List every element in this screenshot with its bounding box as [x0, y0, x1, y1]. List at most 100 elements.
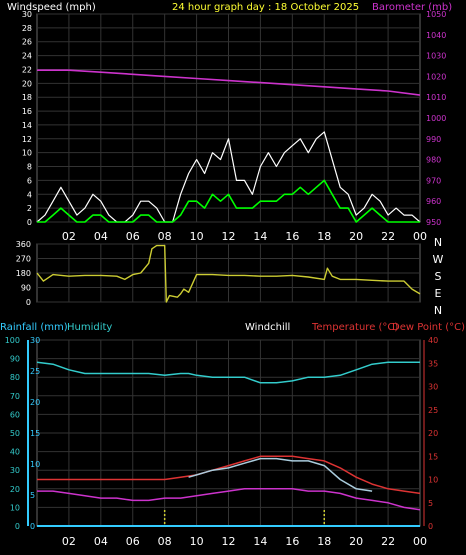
- rainfall-axis-title: Rainfall (mm): [0, 322, 68, 333]
- barometer-tick-label: 950: [426, 218, 441, 227]
- direction-tick-label: 270: [16, 255, 31, 264]
- temperature-tick-label: 35: [428, 359, 438, 368]
- direction-tick-label: 360: [16, 240, 31, 249]
- series-dew-line: [37, 488, 421, 511]
- humidity-tick-label: 20: [10, 485, 20, 494]
- series-chill-line: [188, 457, 373, 492]
- barometer-axis-title: Barometer (mb): [372, 2, 452, 13]
- time-tick-label: 06: [126, 535, 140, 548]
- windspeed-tick-label: 20: [22, 79, 32, 88]
- windchill-label: Windchill: [245, 322, 290, 333]
- rainfall-tick-label: 20: [30, 398, 40, 407]
- barometer-tick-label: 1020: [426, 72, 446, 81]
- time-tick-label: 16: [285, 230, 299, 243]
- time-tick-label: 20: [349, 230, 363, 243]
- humidity-axis-title: Humidity: [67, 322, 112, 333]
- compass-label: N: [434, 236, 442, 249]
- humidity-tick-label: 40: [10, 448, 20, 457]
- windspeed-tick-label: 6: [27, 176, 32, 185]
- time-tick-label: 06: [126, 230, 140, 243]
- direction-tick-label: 0: [26, 298, 31, 307]
- windspeed-tick-label: 28: [22, 24, 32, 33]
- windspeed-tick-label: 22: [22, 65, 32, 74]
- temperature-tick-label: 25: [428, 406, 438, 415]
- time-tick-label: 00: [413, 230, 427, 243]
- compass-label: E: [435, 287, 442, 300]
- temperature-tick-label: 5: [428, 499, 433, 508]
- time-tick-label: 10: [190, 230, 204, 243]
- time-tick-label: 12: [222, 230, 236, 243]
- series-hum-line: [36, 361, 420, 384]
- temperature-tick-label: 0: [428, 522, 433, 531]
- compass-label: S: [435, 270, 442, 283]
- time-tick-label: 14: [253, 535, 267, 548]
- time-tick-label: 00: [413, 535, 427, 548]
- windspeed-tick-label: 24: [22, 52, 32, 61]
- humidity-tick-label: 100: [5, 336, 20, 345]
- time-tick-label: 22: [381, 230, 395, 243]
- rainfall-tick-label: 15: [30, 429, 40, 438]
- barometer-tick-label: 980: [426, 156, 441, 165]
- time-tick-label: 04: [94, 230, 108, 243]
- time-tick-label: 18: [317, 535, 331, 548]
- rainfall-tick-label: 25: [30, 367, 40, 376]
- windspeed-tick-label: 14: [22, 121, 32, 130]
- series-avg-line: [37, 179, 420, 223]
- compass-label: W: [433, 253, 444, 266]
- series-temp-line: [37, 455, 421, 495]
- time-tick-label: 20: [349, 535, 363, 548]
- windspeed-tick-label: 30: [22, 10, 32, 19]
- time-tick-label: 18: [317, 230, 331, 243]
- temperature-tick-label: 20: [428, 429, 438, 438]
- humidity-tick-label: 10: [10, 503, 20, 512]
- humidity-tick-label: 50: [10, 429, 20, 438]
- humidity-tick-label: 70: [10, 392, 20, 401]
- series-gust-line: [36, 131, 421, 223]
- humidity-tick-label: 30: [10, 466, 20, 475]
- windspeed-tick-label: 12: [22, 135, 32, 144]
- direction-tick-label: 180: [16, 269, 31, 278]
- dewpoint-label: Dew Point (°C): [392, 322, 465, 333]
- barometer-tick-label: 970: [426, 176, 441, 185]
- humidity-tick-label: 60: [10, 410, 20, 419]
- barometer-tick-label: 990: [426, 135, 441, 144]
- time-tick-label: 14: [253, 230, 267, 243]
- graph-title: 24 hour graph day : 18 October 2025: [172, 2, 359, 13]
- windspeed-tick-label: 18: [22, 93, 32, 102]
- barometer-tick-label: 1010: [426, 93, 446, 102]
- windspeed-tick-label: 0: [27, 218, 32, 227]
- windspeed-axis-title: Windspeed (mph): [7, 2, 96, 13]
- barometer-tick-label: 1000: [426, 114, 446, 123]
- time-tick-label: 02: [62, 535, 76, 548]
- rainfall-tick-label: 0: [30, 522, 35, 531]
- time-tick-label: 12: [222, 535, 236, 548]
- time-tick-label: 04: [94, 535, 108, 548]
- series-baro-line: [37, 69, 421, 96]
- windspeed-tick-label: 2: [27, 204, 32, 213]
- rainfall-tick-label: 10: [30, 460, 40, 469]
- windspeed-tick-label: 16: [22, 107, 32, 116]
- temperature-tick-label: 40: [428, 336, 438, 345]
- windspeed-tick-label: 10: [22, 149, 32, 158]
- rainfall-tick-label: 30: [30, 336, 40, 345]
- barometer-tick-label: 1050: [426, 10, 446, 19]
- time-tick-label: 08: [158, 535, 172, 548]
- barometer-tick-label: 960: [426, 197, 441, 206]
- temperature-tick-label: 10: [428, 476, 438, 485]
- barometer-tick-label: 1040: [426, 31, 446, 40]
- humidity-tick-label: 80: [10, 373, 20, 382]
- time-tick-label: 16: [285, 535, 299, 548]
- compass-label: N: [434, 304, 442, 317]
- wind-barometer-panel: 0246810121416182022242628309509609709809…: [22, 10, 447, 243]
- temperature-axis-title: Temperature (°C): [311, 322, 398, 333]
- rainfall-tick-label: 5: [30, 491, 35, 500]
- time-tick-label: 08: [158, 230, 172, 243]
- time-tick-label: 02: [62, 230, 76, 243]
- humidity-tick-label: 0: [15, 522, 20, 531]
- barometer-tick-label: 1030: [426, 52, 446, 61]
- series-dir-line: [36, 244, 421, 303]
- humidity-tick-label: 90: [10, 355, 20, 364]
- temperature-tick-label: 15: [428, 452, 438, 461]
